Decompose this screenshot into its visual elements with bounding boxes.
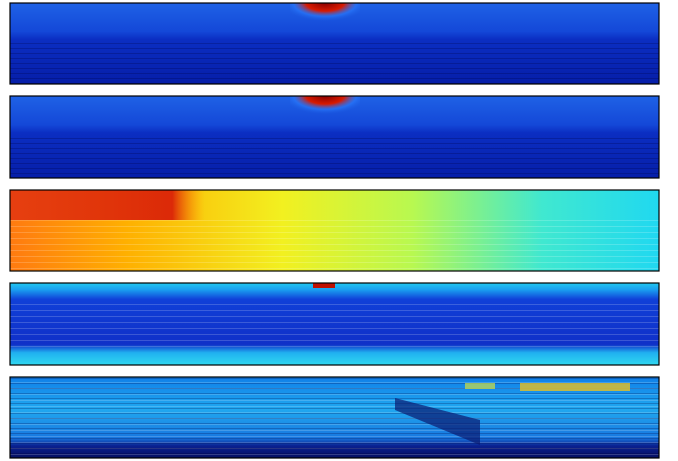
frame (9, 95, 660, 179)
highlight (465, 383, 495, 389)
panel (9, 376, 660, 459)
texture (10, 300, 659, 350)
frame (9, 376, 660, 459)
overlay (10, 190, 659, 220)
hotspot (313, 283, 335, 288)
shadow (395, 398, 480, 445)
texture (10, 134, 659, 178)
panel (9, 189, 660, 272)
frame (9, 2, 660, 85)
hotspot (290, 96, 360, 126)
texture (10, 40, 659, 84)
highlight (520, 383, 630, 391)
panel (9, 95, 660, 179)
hotspot (290, 3, 360, 33)
frame (9, 189, 660, 272)
panel (9, 2, 660, 85)
frame (9, 282, 660, 366)
texture (10, 220, 659, 271)
panel (9, 282, 660, 366)
